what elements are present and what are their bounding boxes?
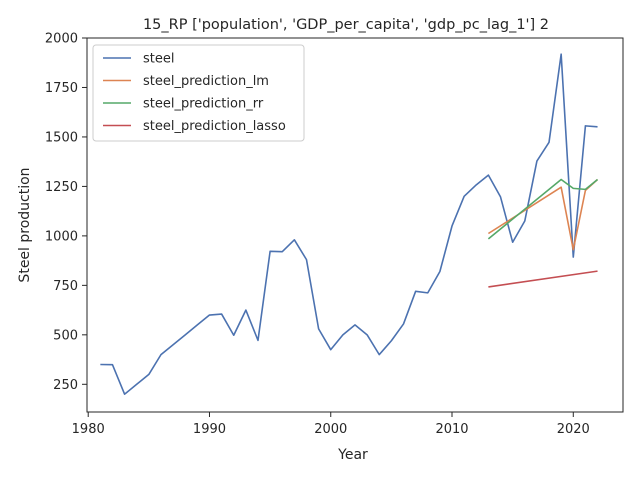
- plot-lines: [100, 53, 599, 395]
- y-tick-label: 1250: [45, 180, 78, 195]
- y-tick-label: 1750: [45, 81, 78, 96]
- x-axis: 1980 1990 2000 2010 2020: [72, 412, 590, 437]
- series-line-0: [100, 53, 598, 395]
- series-line-2: [487, 178, 599, 240]
- x-axis-label: Year: [337, 447, 368, 463]
- x-tick-label: 2010: [435, 422, 468, 437]
- x-tick-label: 1980: [72, 422, 105, 437]
- chart-title: 15_RP ['population', 'GDP_per_capita', '…: [143, 17, 549, 33]
- y-tick-label: 2000: [45, 32, 78, 47]
- y-tick-label: 1500: [45, 130, 78, 145]
- y-tick-label: 500: [53, 328, 78, 343]
- series-line-3: [488, 270, 598, 288]
- legend: steel steel_prediction_lm steel_prediction…: [92, 44, 305, 142]
- x-tick-label: 1990: [193, 422, 226, 437]
- legend-label-3: steel_prediction_lasso: [143, 119, 286, 134]
- legend-label-2: steel_prediction_rr: [143, 97, 264, 112]
- legend-label-1: steel_prediction_lm: [143, 74, 269, 89]
- legend-box: [92, 44, 305, 142]
- y-axis: 250 500 750 1000 1250 1500 1750 2000: [45, 32, 87, 393]
- y-tick-label: 750: [53, 279, 78, 294]
- y-tick-label: 1000: [45, 229, 78, 244]
- y-tick-label: 250: [53, 378, 78, 393]
- x-tick-label: 2020: [557, 422, 590, 437]
- y-axis-label: Steel production: [17, 167, 33, 282]
- x-tick-label: 2000: [314, 422, 347, 437]
- axes-frame: [86, 37, 624, 413]
- legend-label-0: steel: [143, 52, 174, 67]
